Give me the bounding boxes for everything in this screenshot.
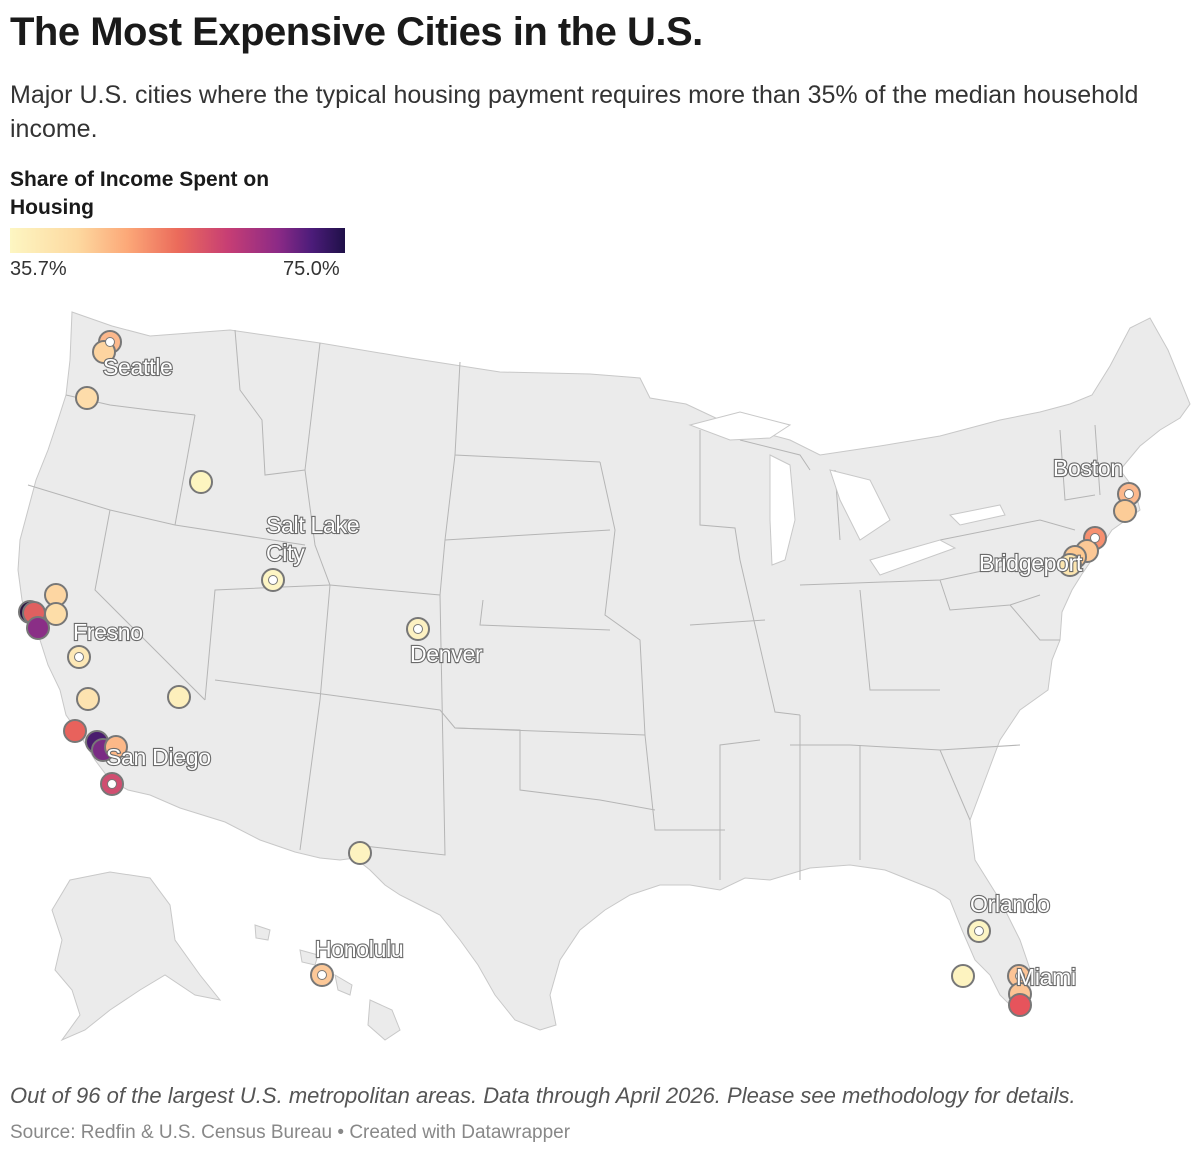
legend-color-bar xyxy=(10,228,345,253)
lake-ontario xyxy=(948,504,1006,526)
hawaii-island-4 xyxy=(367,999,401,1041)
chart-subtitle: Major U.S. cities where the typical hous… xyxy=(10,81,1139,143)
city-label-bridgeport: Bridgeport xyxy=(979,550,1083,576)
hawaii-island-3 xyxy=(334,974,353,996)
city-label-salt-lake-city-line1: Salt Lake xyxy=(266,512,359,538)
city-label-fresno: Fresno xyxy=(73,619,143,645)
bakersfield-marker xyxy=(76,687,100,711)
city-label-salt-lake-city-line2: City xyxy=(266,540,305,566)
legend-title: Share of Income Spent on Housing xyxy=(10,168,270,219)
great-lakes xyxy=(688,411,1006,576)
legend-min-label: 35.7% xyxy=(10,258,67,280)
hawaii-island-1 xyxy=(254,924,271,941)
labeled-city-dots xyxy=(74,337,1134,981)
chart-title: The Most Expensive Cities in the U.S. xyxy=(10,10,703,54)
hawaii-island-2 xyxy=(299,949,319,966)
lake-huron xyxy=(829,469,891,541)
el-paso-marker xyxy=(348,841,372,865)
portland-marker xyxy=(75,386,99,410)
city-label-seattle: Seattle xyxy=(103,354,173,380)
legend-max-label: 75.0% xyxy=(283,258,340,280)
worcester-marker xyxy=(1113,499,1137,523)
oxnard-marker xyxy=(63,719,87,743)
city-labels: Seattle Salt Lake City Fresno Denver San… xyxy=(72,353,1124,991)
city-label-honolulu: Honolulu xyxy=(315,936,403,962)
city-label-orlando: Orlando xyxy=(970,891,1050,917)
us-map: Seattle Salt Lake City Fresno Denver San… xyxy=(17,311,1191,1042)
tampa-marker xyxy=(951,964,975,988)
chart-source: Source: Redfin & U.S. Census Bureau • Cr… xyxy=(10,1122,571,1143)
newark-marker xyxy=(1058,553,1082,577)
state-borders xyxy=(27,329,1101,880)
lake-superior xyxy=(688,411,792,441)
stockton-marker xyxy=(44,602,68,626)
city-label-boston: Boston xyxy=(1053,455,1123,481)
san-jose-marker xyxy=(26,616,50,640)
alaska-shape xyxy=(51,871,222,1042)
boise-marker xyxy=(189,470,213,494)
miami-marker xyxy=(1008,993,1032,1017)
lake-michigan xyxy=(769,454,796,566)
city-label-miami: Miami xyxy=(1016,964,1076,990)
city-label-san-diego: San Diego xyxy=(106,744,211,770)
city-label-denver: Denver xyxy=(410,641,483,667)
chart-notes: Out of 96 of the largest U.S. metropolit… xyxy=(10,1083,1076,1108)
las-vegas-marker xyxy=(167,685,191,709)
lake-erie xyxy=(869,539,957,576)
contiguous-us-shape xyxy=(17,311,1191,1031)
land xyxy=(17,311,1191,1042)
riverside-marker xyxy=(104,735,128,759)
